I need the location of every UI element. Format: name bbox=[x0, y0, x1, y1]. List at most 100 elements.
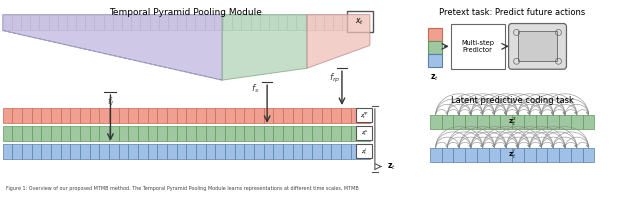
Bar bbox=[312, 144, 321, 159]
Text: Pretext task: Predict future actions: Pretext task: Predict future actions bbox=[440, 8, 586, 17]
Bar bbox=[80, 108, 90, 123]
Bar bbox=[168, 15, 177, 30]
Bar bbox=[536, 115, 547, 129]
Bar bbox=[128, 108, 138, 123]
Bar bbox=[283, 144, 292, 159]
Text: $f_s$: $f_s$ bbox=[251, 82, 259, 95]
Bar bbox=[273, 126, 283, 141]
Bar bbox=[22, 126, 31, 141]
Bar bbox=[341, 144, 351, 159]
Bar bbox=[360, 126, 370, 141]
Bar bbox=[559, 148, 571, 162]
Bar bbox=[215, 126, 225, 141]
Bar bbox=[109, 108, 118, 123]
Bar bbox=[254, 108, 264, 123]
Bar bbox=[430, 148, 442, 162]
Bar bbox=[215, 108, 225, 123]
Bar bbox=[3, 126, 12, 141]
Bar bbox=[76, 15, 85, 30]
Bar bbox=[12, 15, 21, 30]
Bar bbox=[167, 144, 177, 159]
Bar bbox=[157, 126, 167, 141]
Bar bbox=[321, 108, 332, 123]
Bar bbox=[12, 108, 22, 123]
Bar bbox=[351, 15, 361, 30]
Text: $z_t^{rp}$: $z_t^{rp}$ bbox=[360, 110, 369, 121]
Bar bbox=[244, 144, 254, 159]
Text: $\mathbf{z}_t^s$: $\mathbf{z}_t^s$ bbox=[508, 116, 516, 128]
Bar bbox=[264, 144, 273, 159]
Bar bbox=[128, 144, 138, 159]
Bar bbox=[296, 15, 306, 30]
Bar bbox=[269, 15, 278, 30]
Bar bbox=[302, 126, 312, 141]
Bar bbox=[428, 29, 442, 41]
Bar bbox=[241, 15, 250, 30]
Bar bbox=[104, 15, 113, 30]
FancyBboxPatch shape bbox=[451, 24, 504, 69]
Bar bbox=[302, 108, 312, 123]
Bar bbox=[312, 126, 321, 141]
Bar bbox=[196, 144, 205, 159]
Bar bbox=[12, 126, 22, 141]
Text: $f_{rp}$: $f_{rp}$ bbox=[329, 72, 340, 85]
Bar bbox=[292, 144, 302, 159]
Bar bbox=[196, 108, 205, 123]
Bar bbox=[177, 144, 186, 159]
Text: Temporal Pyramid Pooling Module: Temporal Pyramid Pooling Module bbox=[109, 8, 262, 17]
Bar bbox=[31, 144, 42, 159]
Bar bbox=[70, 108, 80, 123]
Bar bbox=[287, 15, 296, 30]
Bar bbox=[264, 108, 273, 123]
Bar bbox=[70, 144, 80, 159]
Bar bbox=[332, 144, 341, 159]
Bar bbox=[122, 15, 131, 30]
Bar bbox=[61, 108, 70, 123]
Bar bbox=[571, 115, 582, 129]
Bar bbox=[167, 108, 177, 123]
Bar bbox=[225, 126, 235, 141]
Bar bbox=[85, 15, 95, 30]
Bar bbox=[118, 144, 128, 159]
Bar bbox=[333, 15, 342, 30]
Bar bbox=[30, 15, 40, 30]
Bar bbox=[3, 108, 12, 123]
Bar bbox=[430, 115, 442, 129]
Bar bbox=[3, 15, 12, 30]
Bar bbox=[235, 126, 244, 141]
Bar bbox=[225, 144, 235, 159]
Bar bbox=[360, 108, 370, 123]
Text: Multi-step
Predictor: Multi-step Predictor bbox=[461, 40, 494, 53]
Bar bbox=[138, 126, 148, 141]
Bar bbox=[512, 148, 524, 162]
Bar bbox=[49, 15, 58, 30]
Bar bbox=[150, 15, 159, 30]
Bar bbox=[70, 126, 80, 141]
Bar bbox=[148, 108, 157, 123]
Bar bbox=[571, 148, 582, 162]
Bar bbox=[31, 108, 42, 123]
Bar bbox=[306, 15, 315, 30]
Bar bbox=[118, 126, 128, 141]
Bar bbox=[196, 126, 205, 141]
Bar bbox=[99, 108, 109, 123]
Text: $z_t^s$: $z_t^s$ bbox=[361, 129, 368, 138]
Bar bbox=[215, 144, 225, 159]
Bar bbox=[292, 126, 302, 141]
Bar bbox=[186, 108, 196, 123]
Bar bbox=[312, 108, 321, 123]
Bar bbox=[58, 15, 67, 30]
Bar bbox=[42, 108, 51, 123]
Bar bbox=[428, 41, 442, 54]
Bar bbox=[205, 126, 215, 141]
Bar bbox=[95, 15, 104, 30]
Bar bbox=[22, 108, 31, 123]
Bar bbox=[361, 15, 370, 30]
Polygon shape bbox=[222, 15, 307, 80]
Bar bbox=[500, 148, 512, 162]
Bar bbox=[428, 54, 442, 67]
Bar bbox=[547, 148, 559, 162]
Bar bbox=[453, 148, 465, 162]
Bar bbox=[273, 108, 283, 123]
FancyBboxPatch shape bbox=[356, 109, 372, 122]
